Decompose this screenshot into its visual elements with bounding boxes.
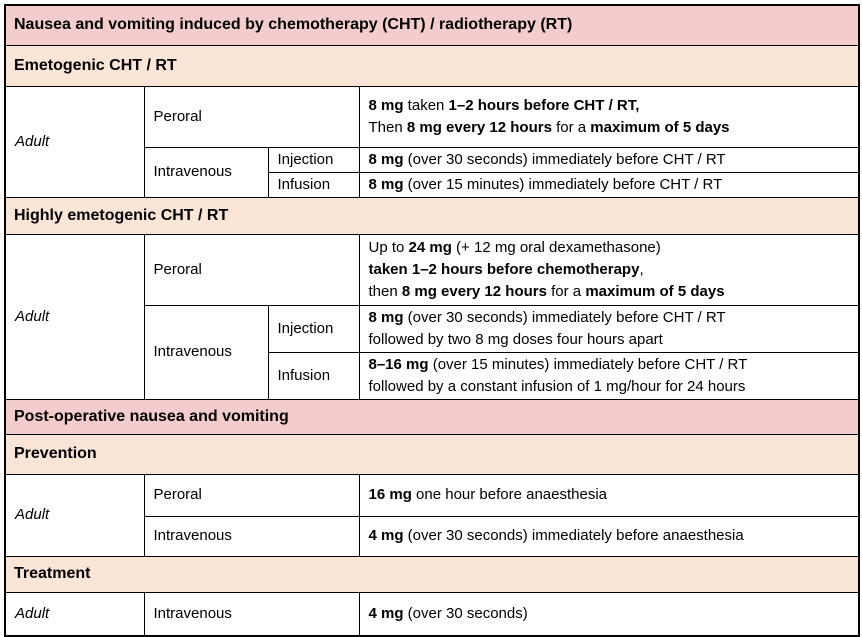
section-header-prevention: Prevention [4, 433, 860, 475]
age-group-cell-treatment: Adult [4, 591, 145, 637]
age-group-cell-prevention: Adult [4, 473, 145, 557]
section-header-treatment: Treatment [4, 555, 860, 593]
method-cell-infusion-highly-emetogenic: Infusion [267, 351, 360, 400]
section-header-highly-emetogenic: Highly emetogenic CHT / RT [4, 196, 860, 235]
dose-cell-prevention-intravenous: 4 mg (over 30 seconds) immediately befor… [358, 515, 860, 557]
method-cell-injection-emetogenic: Injection [267, 146, 360, 173]
route-cell-peroral-emetogenic: Peroral [143, 85, 360, 148]
dose-cell-highly-emetogenic-injection: 8 mg (over 30 seconds) immediately befor… [358, 304, 860, 353]
section-header-emetogenic: Emetogenic CHT / RT [4, 44, 860, 87]
table-title: Nausea and vomiting induced by chemother… [4, 4, 860, 46]
route-cell-intravenous-highly-emetogenic: Intravenous [143, 304, 269, 400]
dose-cell-emetogenic-infusion: 8 mg (over 15 minutes) immediately befor… [358, 171, 860, 198]
dose-cell-emetogenic-peroral: 8 mg taken 1–2 hours before CHT / RT, The… [358, 85, 860, 148]
age-group-cell-emetogenic: Adult [4, 85, 145, 198]
dose-cell-treatment-intravenous: 4 mg (over 30 seconds) [358, 591, 860, 637]
method-cell-infusion-emetogenic: Infusion [267, 171, 360, 198]
section-header-post-operative: Post-operative nausea and vomiting [4, 398, 860, 435]
age-group-cell-highly-emetogenic: Adult [4, 233, 145, 400]
route-cell-intravenous-emetogenic: Intravenous [143, 146, 269, 198]
dose-cell-prevention-peroral: 16 mg one hour before anaesthesia [358, 473, 860, 517]
dose-cell-emetogenic-injection: 8 mg (over 30 seconds) immediately befor… [358, 146, 860, 173]
route-cell-intravenous-treatment: Intravenous [143, 591, 360, 637]
dose-cell-highly-emetogenic-infusion: 8–16 mg (over 15 minutes) immediately be… [358, 351, 860, 400]
method-cell-injection-highly-emetogenic: Injection [267, 304, 360, 353]
route-cell-intravenous-prevention: Intravenous [143, 515, 360, 557]
route-cell-peroral-highly-emetogenic: Peroral [143, 233, 360, 306]
route-cell-peroral-prevention: Peroral [143, 473, 360, 517]
dosing-table: Nausea and vomiting induced by chemother… [4, 4, 861, 637]
dose-cell-highly-emetogenic-peroral: Up to 24 mg (+ 12 mg oral dexamethasone)… [358, 233, 860, 306]
